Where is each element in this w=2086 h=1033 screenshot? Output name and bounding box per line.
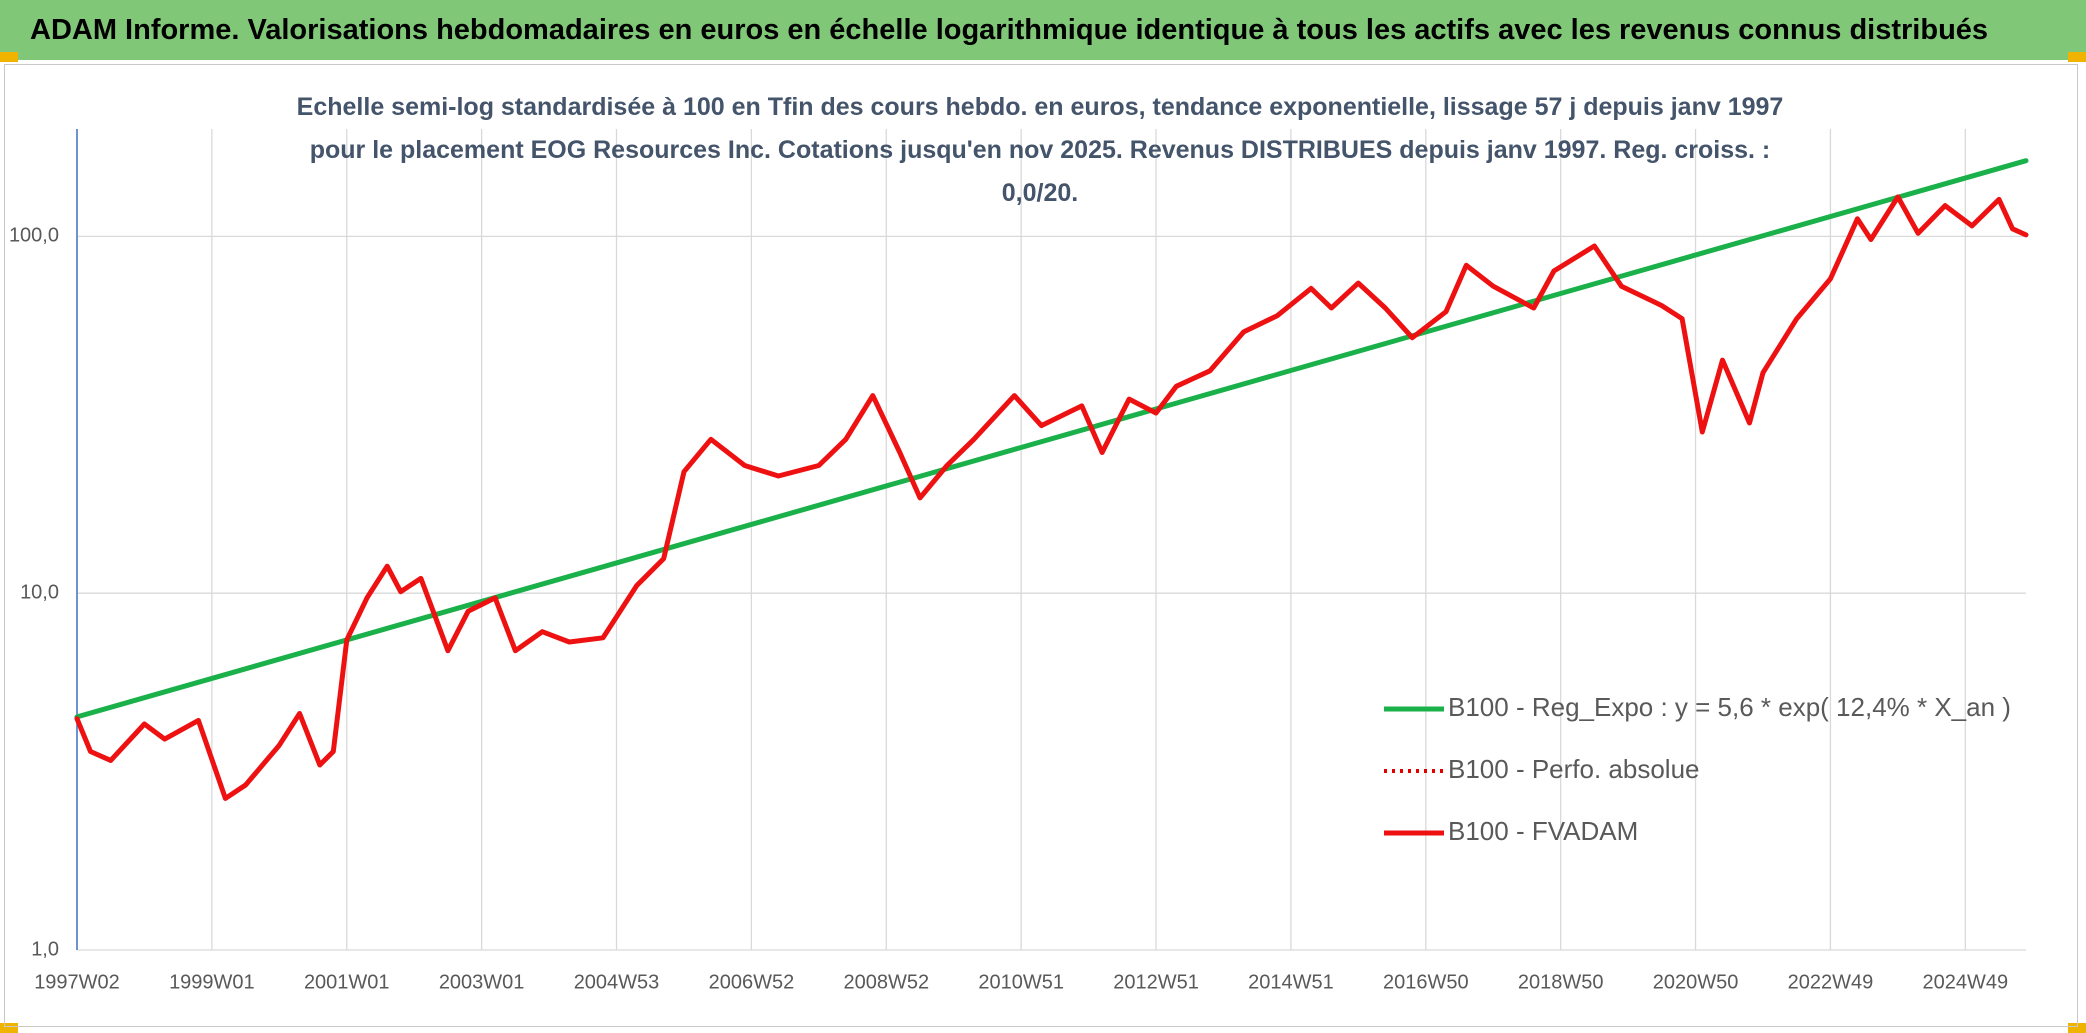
corner-mark xyxy=(0,52,18,62)
x-tick-label: 2022W49 xyxy=(1788,971,1874,993)
x-tick-label: 2024W49 xyxy=(1922,971,2008,993)
x-tick-label: 2016W50 xyxy=(1383,971,1469,993)
x-tick-label: 2006W52 xyxy=(709,971,795,993)
corner-mark xyxy=(2068,1023,2086,1033)
x-tick-label: 2020W50 xyxy=(1653,971,1739,993)
x-tick-label: 2012W51 xyxy=(1113,971,1199,993)
x-tick-label: 2004W53 xyxy=(574,971,660,993)
header: ADAM Informe. Valorisations hebdomadaire… xyxy=(0,0,2086,60)
x-tick-label: 2008W52 xyxy=(843,971,929,993)
y-tick-label: 1,0 xyxy=(31,938,59,960)
chart-frame xyxy=(4,64,2078,1027)
corner-mark xyxy=(2068,52,2086,62)
y-tick-label: 100,0 xyxy=(9,225,59,247)
x-tick-label: 1999W01 xyxy=(169,971,255,993)
x-tick-label: 2018W50 xyxy=(1518,971,1604,993)
chart-title: Echelle semi-log standardisée à 100 en T… xyxy=(296,93,1784,207)
series-line xyxy=(74,194,2029,801)
x-tick-label: 2001W01 xyxy=(304,971,390,993)
x-tick-label: 2003W01 xyxy=(439,971,525,993)
legend-label: B100 - Reg_Expo : y = 5,6 * exp( 12,4% *… xyxy=(1448,692,2011,722)
x-tick-label: 2010W51 xyxy=(978,971,1064,993)
corner-mark xyxy=(0,1023,18,1033)
x-tick-label: 1997W02 xyxy=(34,971,120,993)
x-tick-label: 2014W51 xyxy=(1248,971,1334,993)
legend-label: B100 - FVADAM xyxy=(1448,816,1638,846)
legend-label: B100 - Perfo. absolue xyxy=(1448,754,1700,784)
series-line xyxy=(74,158,2029,720)
y-tick-label: 10,0 xyxy=(20,581,59,603)
